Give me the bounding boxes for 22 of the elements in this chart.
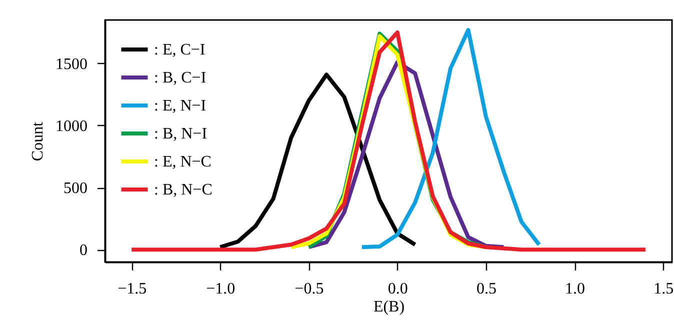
x-tick-label: 0.0 bbox=[388, 280, 408, 298]
legend-label: : B, N−C bbox=[154, 182, 212, 198]
x-tick-label: 0.5 bbox=[476, 280, 496, 298]
legend-label: : E, N−I bbox=[154, 98, 206, 114]
legend-label: : E, C−I bbox=[154, 42, 206, 58]
y-tick-label: 0 bbox=[80, 242, 88, 260]
legend-label: : B, C−I bbox=[154, 70, 206, 86]
y-tick-label: 500 bbox=[64, 180, 88, 198]
x-tick-label: −1.5 bbox=[118, 280, 147, 298]
line-series bbox=[130, 30, 648, 252]
x-tick-label: 1.5 bbox=[654, 280, 674, 298]
y-axis-title: Count bbox=[30, 121, 46, 162]
y-tick-label: 1500 bbox=[56, 56, 88, 73]
x-tick-label: −1.0 bbox=[206, 280, 236, 298]
y-tick-label: 1000 bbox=[56, 118, 88, 135]
legend-label: : E, N−C bbox=[154, 154, 212, 170]
legend-label: : B, N−I bbox=[154, 126, 208, 142]
line-series bbox=[360, 28, 542, 250]
x-axis-title: E(B) bbox=[373, 298, 405, 316]
x-tick-label: −0.5 bbox=[294, 280, 324, 298]
x-tick-label: 1.0 bbox=[565, 280, 586, 298]
line-series bbox=[218, 72, 418, 250]
